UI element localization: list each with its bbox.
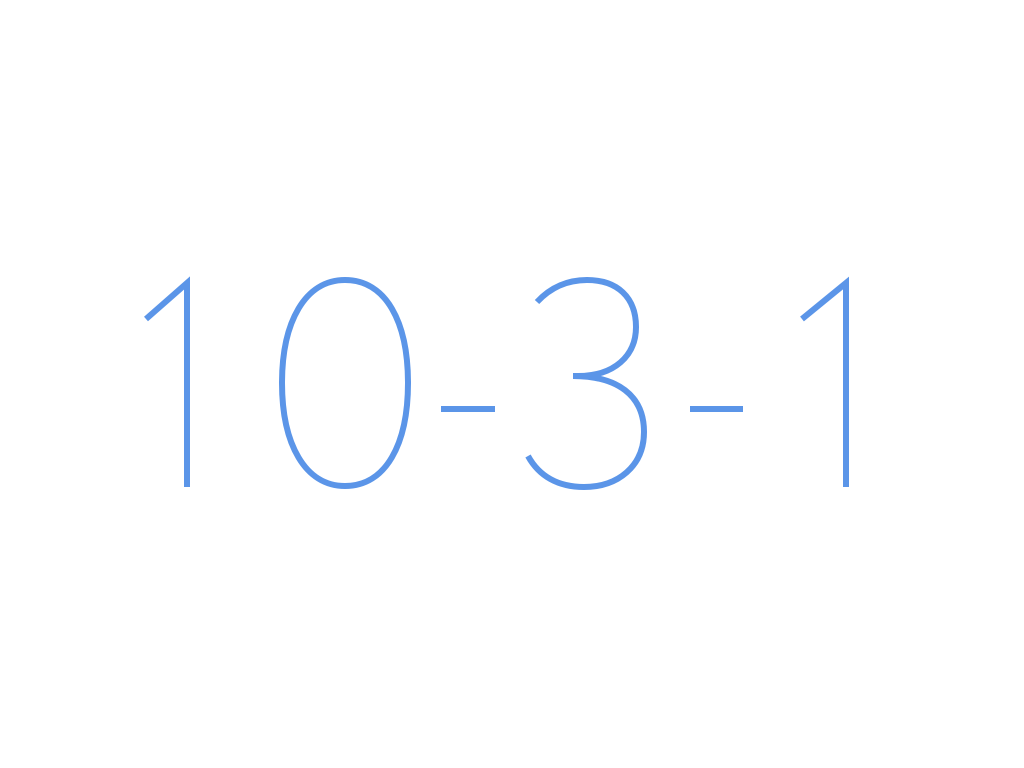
glyph-zero [278, 276, 412, 490]
glyph-one-first [144, 276, 190, 487]
glyph-one-second [800, 276, 849, 487]
glyph-three [525, 276, 648, 491]
